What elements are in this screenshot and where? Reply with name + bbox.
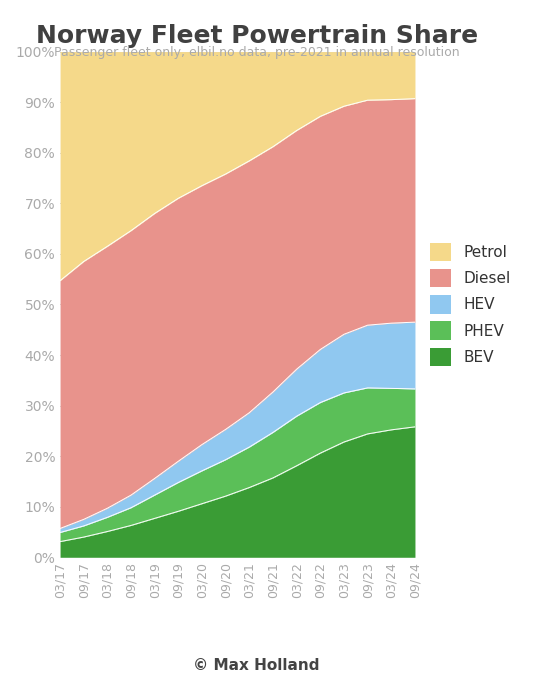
Text: Norway Fleet Powertrain Share: Norway Fleet Powertrain Share bbox=[35, 24, 478, 48]
Legend: Petrol, Diesel, HEV, PHEV, BEV: Petrol, Diesel, HEV, PHEV, BEV bbox=[430, 243, 511, 366]
Text: © Max Holland: © Max Holland bbox=[193, 658, 320, 673]
Text: Passenger fleet only, elbil.no data, pre-2021 in annual resolution: Passenger fleet only, elbil.no data, pre… bbox=[54, 46, 459, 59]
